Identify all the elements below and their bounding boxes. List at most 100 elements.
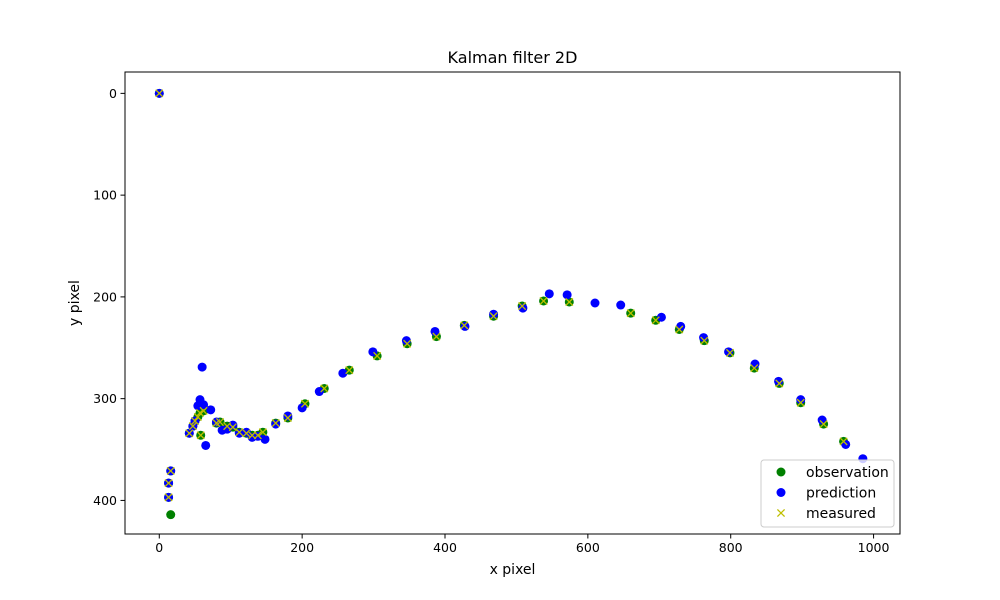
x-stroke xyxy=(155,89,164,98)
x-stroke xyxy=(839,437,848,446)
observation-point xyxy=(166,510,176,520)
prediction-point xyxy=(283,411,293,421)
x-stroke xyxy=(253,431,262,440)
x-stroke xyxy=(700,336,709,345)
x-tick-label: 800 xyxy=(719,540,743,555)
prediction-point xyxy=(590,298,600,308)
measured-point xyxy=(651,316,660,325)
x-stroke xyxy=(242,429,251,438)
x-stroke xyxy=(565,297,574,307)
prediction-point xyxy=(211,417,221,427)
x-stroke xyxy=(228,423,237,432)
y-tick-label: 200 xyxy=(93,289,117,304)
measured-point xyxy=(626,309,635,318)
prediction-point xyxy=(544,289,554,299)
measured-point xyxy=(518,301,527,311)
measured-point xyxy=(253,431,262,440)
measured-point xyxy=(242,429,251,438)
x-stroke xyxy=(271,419,280,428)
prediction-point xyxy=(314,387,324,397)
measured-point xyxy=(345,366,354,375)
x-stroke xyxy=(215,418,225,427)
x-stroke xyxy=(283,413,292,423)
measured-point xyxy=(403,339,412,348)
measured-point xyxy=(196,431,205,440)
prediction-point xyxy=(206,405,216,415)
prediction-point xyxy=(562,290,572,300)
measured-point xyxy=(166,466,175,475)
x-stroke xyxy=(300,399,310,408)
x-stroke xyxy=(518,301,527,311)
legend: observation prediction measured xyxy=(760,459,895,528)
x-tick-label: 400 xyxy=(433,540,457,555)
x-stroke xyxy=(651,316,660,325)
prediction-point xyxy=(338,368,348,378)
measured-point xyxy=(700,336,709,345)
x-stroke xyxy=(725,348,735,357)
x-axis-label: x pixel xyxy=(490,562,536,578)
plot-frame xyxy=(124,71,901,535)
measured-point xyxy=(199,406,208,415)
prediction-point xyxy=(774,376,784,386)
measured-point xyxy=(320,384,329,393)
legend-box xyxy=(760,459,895,528)
chart-title: Kalman filter 2D xyxy=(448,48,578,67)
prediction-point xyxy=(656,312,666,322)
prediction-point xyxy=(796,395,806,405)
legend-label-prediction: prediction xyxy=(806,486,876,502)
y-axis-label: y pixel xyxy=(67,280,83,326)
x-axis: 0 200 400 600 800 1000 xyxy=(155,534,890,555)
y-axis: 0 100 200 300 400 xyxy=(93,86,125,508)
x-stroke xyxy=(626,309,635,318)
x-stroke xyxy=(373,351,382,360)
measured-point xyxy=(489,312,498,321)
measured-point xyxy=(188,422,197,431)
legend-marker-prediction xyxy=(776,488,786,497)
prediction-point xyxy=(201,440,211,450)
measured-point xyxy=(228,423,237,432)
x-stroke xyxy=(190,416,200,426)
measured-point xyxy=(432,332,441,341)
legend-label-measured: measured xyxy=(806,506,876,522)
prediction-point xyxy=(197,362,207,372)
prediction-point xyxy=(817,415,827,425)
measured-point xyxy=(539,296,548,306)
x-stroke xyxy=(345,366,354,375)
prediction-point xyxy=(676,321,686,331)
measured-point xyxy=(190,416,200,426)
prediction-point xyxy=(199,400,209,410)
measured-point xyxy=(155,89,164,98)
y-tick-label: 100 xyxy=(93,188,117,203)
x-stroke xyxy=(776,508,786,518)
prediction-point xyxy=(297,403,307,413)
y-tick-label: 0 xyxy=(109,86,117,101)
x-tick-label: 200 xyxy=(290,540,314,555)
x-stroke xyxy=(675,325,684,334)
measured-point xyxy=(300,399,310,408)
y-tick-label: 300 xyxy=(93,391,117,406)
prediction-point xyxy=(234,428,244,438)
x-stroke xyxy=(196,431,205,440)
prediction-point xyxy=(260,434,270,444)
x-stroke xyxy=(403,339,412,348)
measured-point xyxy=(460,321,469,330)
measured-point xyxy=(164,479,173,488)
prediction-point xyxy=(616,300,626,310)
prediction-point xyxy=(489,309,499,319)
measured-point xyxy=(283,413,292,423)
prediction-point xyxy=(271,419,281,429)
measured-point xyxy=(258,428,267,437)
x-stroke xyxy=(796,398,805,407)
measured-point xyxy=(796,398,805,407)
x-stroke xyxy=(320,384,329,393)
x-tick-label: 0 xyxy=(155,540,163,555)
series-measured xyxy=(155,89,848,502)
x-stroke xyxy=(819,420,828,429)
x-tick-label: 1000 xyxy=(858,540,890,555)
x-tick-label: 600 xyxy=(576,540,600,555)
x-stroke xyxy=(750,364,759,373)
measured-point xyxy=(235,428,244,437)
x-stroke xyxy=(775,379,784,388)
x-stroke xyxy=(432,332,441,341)
